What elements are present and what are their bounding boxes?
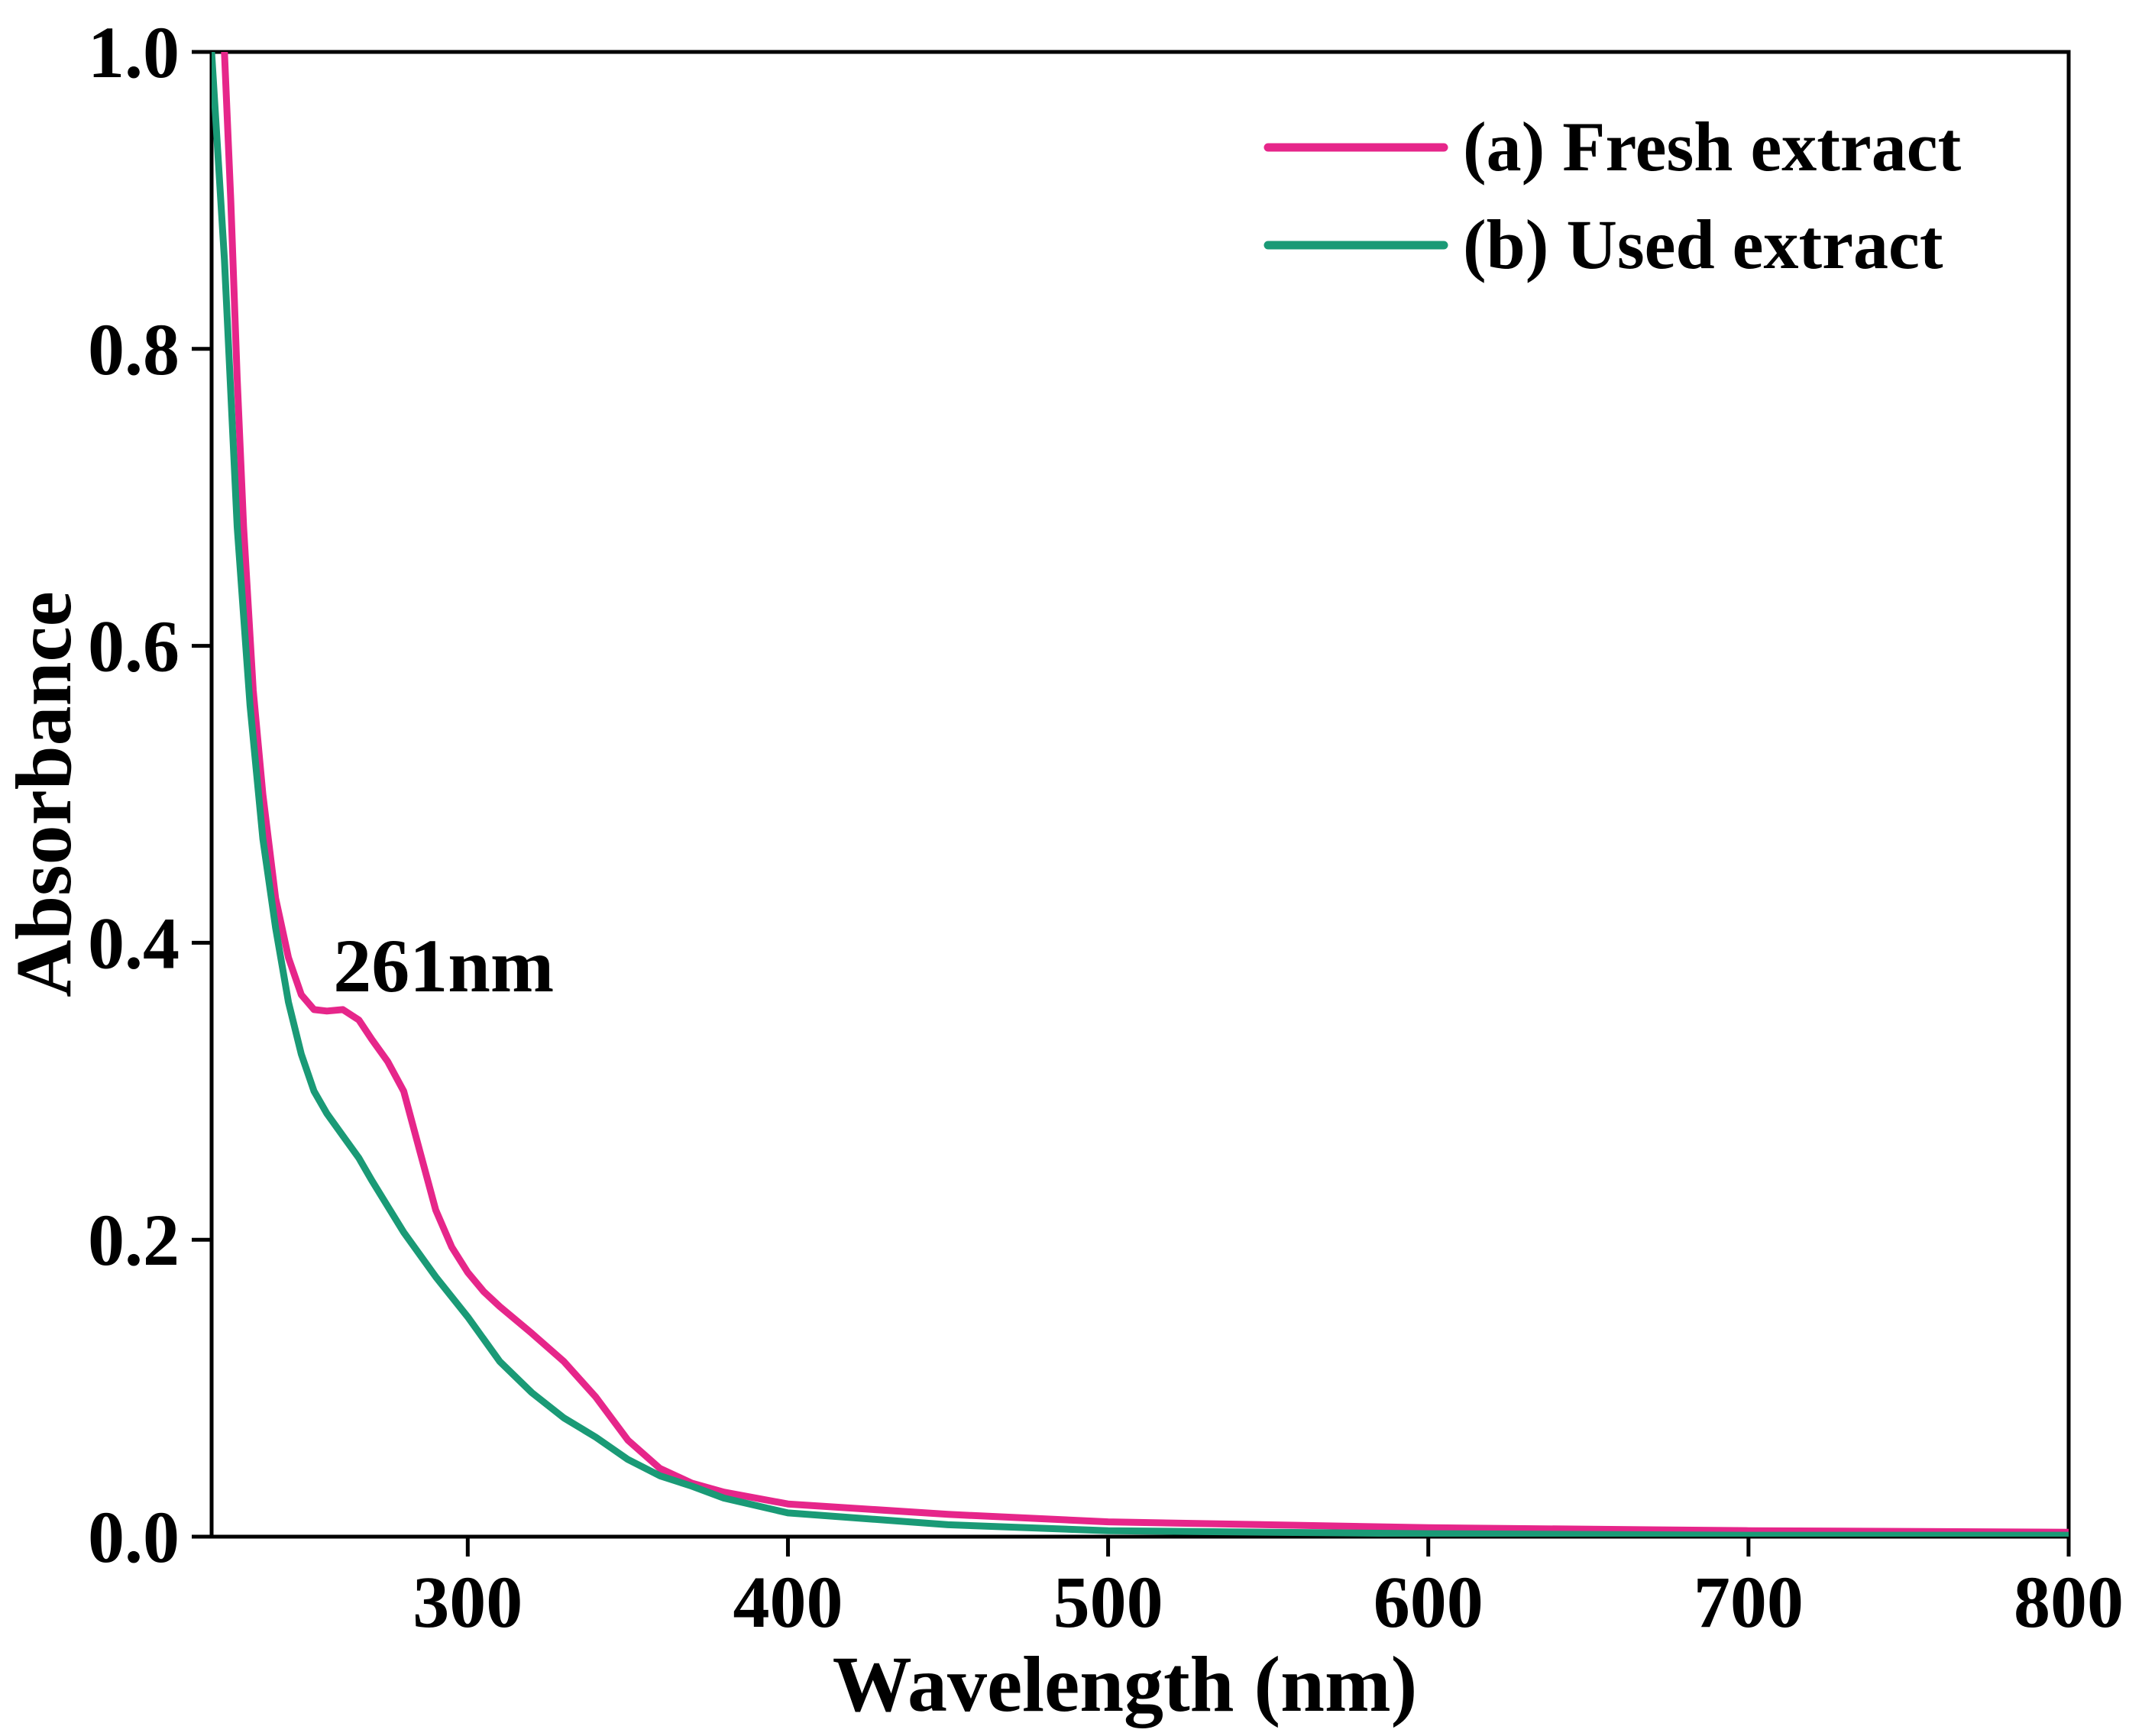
x-tick-label: 600 (1374, 1561, 1484, 1643)
y-tick-label: 0.0 (88, 1496, 180, 1578)
y-tick-label: 1.0 (88, 11, 180, 93)
x-axis-title: Wavelength (nm) (833, 1641, 1418, 1728)
y-tick-label: 0.4 (88, 902, 180, 984)
peak-annotation: 261nm (333, 923, 554, 1008)
y-tick-label: 0.2 (88, 1199, 180, 1281)
plot-frame (209, 50, 2071, 1539)
y-axis-title: Absorbance (0, 591, 88, 997)
series-line-used (212, 52, 2069, 1537)
legend-label-used: (b) Used extract (1463, 205, 1943, 283)
legend-label-fresh: (a) Fresh extract (1463, 108, 1962, 186)
y-tick-label: 0.8 (88, 309, 180, 390)
series-line-fresh (221, 52, 2069, 1536)
x-tick-label: 300 (413, 1561, 523, 1643)
x-tick-label: 700 (1694, 1561, 1804, 1643)
y-tick-label: 0.6 (88, 606, 180, 687)
x-tick-label: 500 (1053, 1561, 1163, 1643)
x-tick-label: 400 (733, 1561, 843, 1643)
x-tick-label: 800 (2014, 1561, 2124, 1643)
